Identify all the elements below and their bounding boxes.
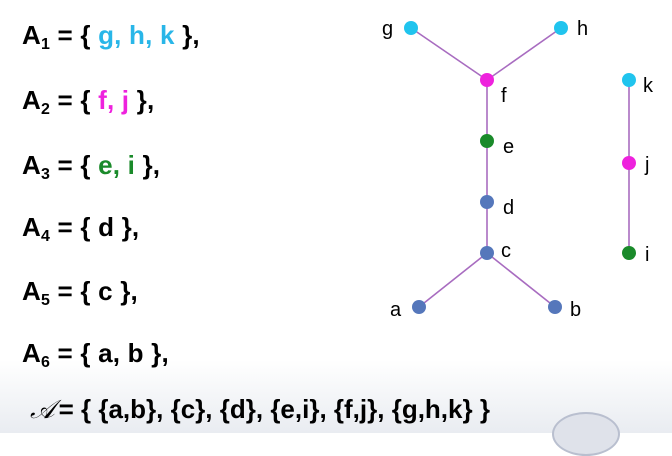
set-index: 4	[40, 228, 51, 245]
set-element: e	[98, 150, 113, 180]
set-name: A	[22, 338, 41, 368]
graph-nodes: g h f e dc a b k j i	[382, 18, 654, 321]
node-k	[622, 73, 636, 87]
set-terminator: },	[142, 150, 161, 180]
collection-symbol: 𝒜	[30, 395, 55, 425]
node-label-d: d	[503, 197, 514, 219]
set-element: c	[98, 276, 113, 306]
node-label-c: c	[501, 240, 511, 262]
set-name: A	[22, 150, 41, 180]
set-element: g	[98, 20, 115, 50]
node-j	[622, 156, 636, 170]
set-definition-3: A4 = { d },	[22, 212, 140, 245]
set-name: A	[22, 85, 41, 115]
set-index: 6	[40, 354, 51, 371]
set-element: d	[98, 212, 115, 242]
set-name: A	[22, 212, 41, 242]
set-element: j	[121, 85, 130, 115]
set-index: 2	[40, 101, 51, 118]
node-label-g: g	[382, 18, 393, 40]
set-index: 3	[40, 166, 51, 183]
set-element: h	[129, 20, 146, 50]
set-terminator: },	[121, 212, 140, 242]
set-element: a	[98, 338, 113, 368]
collection-definition: 𝒜 = { {a,b}, {c}, {d}, {e,i}, {f,j}, {g,h…	[30, 394, 490, 426]
set-terminator: },	[151, 338, 169, 368]
set-index: 5	[40, 292, 51, 309]
node-label-j: j	[644, 154, 649, 176]
node-d	[480, 195, 494, 209]
forest-graph: g h f e dc a b k j i	[382, 18, 654, 321]
node-i	[622, 246, 636, 260]
set-element: i	[127, 150, 136, 180]
set-element: f	[98, 85, 107, 115]
node-label-a: a	[390, 299, 402, 321]
node-b	[548, 300, 562, 314]
edge-c-b	[486, 252, 556, 308]
set-definition-5: A6 = { a, b },	[22, 338, 169, 371]
edge-h-f	[486, 27, 562, 81]
set-terminator: },	[136, 85, 155, 115]
node-label-b: b	[570, 299, 581, 321]
set-element: k	[159, 20, 175, 50]
set-element: b	[127, 338, 144, 368]
set-definition-1: A2 = { f, j },	[22, 85, 155, 118]
node-label-h: h	[577, 18, 588, 40]
graph-edges	[410, 27, 630, 308]
set-name: A	[22, 276, 41, 306]
node-label-k: k	[643, 75, 654, 97]
set-name: A	[22, 20, 41, 50]
set-terminator: },	[120, 276, 138, 306]
set-terminator: },	[182, 20, 200, 50]
node-h	[554, 21, 568, 35]
node-g	[404, 21, 418, 35]
set-definition-0: A1 = { g, h, k },	[22, 20, 200, 53]
node-label-i: i	[645, 244, 649, 266]
node-e	[480, 134, 494, 148]
node-f	[480, 73, 494, 87]
edge-g-f	[410, 27, 488, 81]
edge-c-a	[418, 252, 488, 308]
set-index: 1	[40, 36, 51, 53]
node-a	[412, 300, 426, 314]
collection-text: = { {a,b}, {c}, {d}, {e,i}, {f,j}, {g,h,…	[58, 394, 490, 424]
node-c	[480, 246, 494, 260]
set-definition-4: A5 = { c },	[22, 276, 138, 309]
node-label-f: f	[501, 85, 507, 107]
set-definition-2: A3 = { e, i },	[22, 150, 161, 183]
node-label-e: e	[503, 136, 514, 158]
